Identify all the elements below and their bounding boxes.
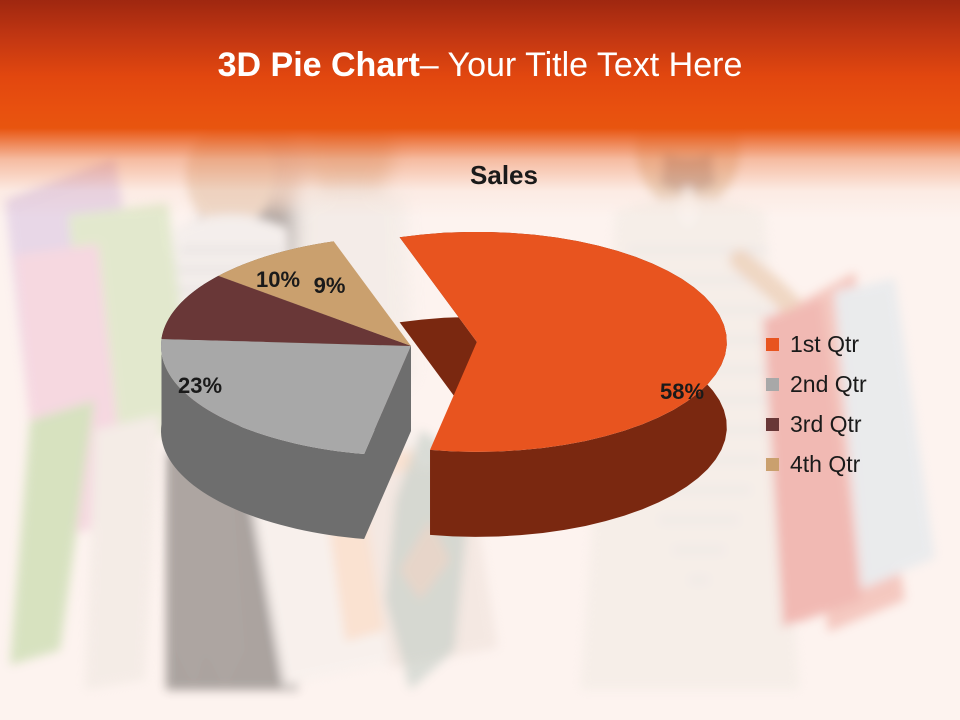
svg-text:10%: 10% — [256, 267, 300, 292]
svg-text:58%: 58% — [660, 379, 704, 404]
svg-text:23%: 23% — [178, 373, 222, 398]
svg-text:9%: 9% — [314, 273, 346, 298]
